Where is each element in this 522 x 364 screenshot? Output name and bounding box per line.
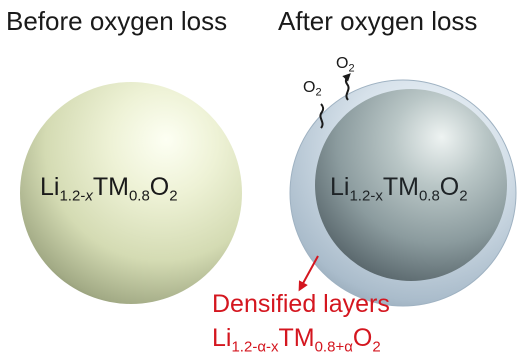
formula-subscript: 1.2-x <box>59 187 93 205</box>
formula-element: Li <box>330 173 350 201</box>
formula-element: Li <box>40 173 60 201</box>
core-particle-sphere <box>315 89 507 281</box>
formula-element: O <box>149 173 170 201</box>
released-o2-label: O2 <box>303 79 322 99</box>
formula-subscript: 0.8 <box>418 187 440 205</box>
densified-layers-caption: Densified layers Li1.2-α-xTM0.8+αO2 <box>212 290 390 356</box>
formula-subscript: 0.8 <box>128 187 150 205</box>
after-panel-title: After oxygen loss <box>278 6 478 36</box>
o2-release-arrow-1 <box>342 73 351 101</box>
formula-subscript: 1.2-x <box>349 187 383 205</box>
pristine-particle-sphere <box>20 82 242 304</box>
densified-layers-formula: Li1.2-α-xTM0.8+αO2 <box>212 324 381 356</box>
formula-element: TM <box>92 173 129 201</box>
formula-subscript: 2 <box>459 187 468 205</box>
before-panel-title: Before oxygen loss <box>6 6 228 36</box>
pristine-formula: Li1.2-xTM0.8O2 <box>40 173 178 204</box>
released-o2-label: O2 <box>336 55 355 75</box>
formula-element: O <box>439 173 460 201</box>
o2-release-arrow-2 <box>319 103 325 129</box>
formula-subscript: 2 <box>169 187 178 205</box>
formula-element: TM <box>382 173 419 201</box>
densified-layer-pointer-arrow <box>298 255 319 292</box>
densified-layers-label: Densified layers <box>212 290 390 318</box>
core-formula: Li1.2-xTM0.8O2 <box>330 173 468 204</box>
